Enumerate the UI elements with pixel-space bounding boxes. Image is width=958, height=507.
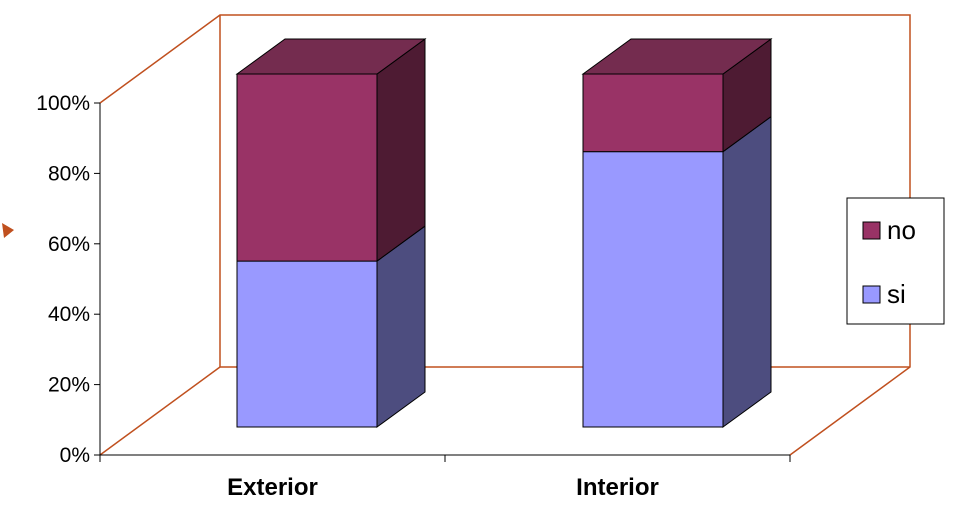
bar-front-no-exterior (236, 73, 378, 262)
bar-top-no-interior (581, 38, 773, 75)
arrow-marker-icon (2, 223, 14, 238)
bar-side-no-exterior (376, 38, 426, 263)
bar-front-no-interior (582, 73, 724, 153)
y-tick-label: 100% (36, 92, 90, 115)
legend-label-si: si (887, 279, 906, 309)
y-tick-label: 60% (48, 233, 90, 256)
bar-side-si-interior (722, 115, 772, 428)
floor-left-edge (99, 366, 221, 456)
chart-back-wall-frame (99, 14, 911, 456)
y-tick-label: 20% (48, 374, 90, 397)
legend-swatch-si (862, 285, 881, 304)
x-category-label-exterior: Exterior (227, 474, 318, 501)
y-tick-label: 80% (48, 162, 90, 185)
y-tick-label: 40% (48, 303, 90, 326)
x-category-label-interior: Interior (576, 474, 659, 501)
bar-front-si-interior (582, 151, 724, 428)
y-tick-label: 0% (60, 444, 90, 467)
bar-top-no-exterior (235, 38, 427, 75)
legend-swatch-no (862, 221, 881, 240)
legend-label-no: no (887, 215, 916, 245)
bar-front-si-exterior (236, 260, 378, 428)
